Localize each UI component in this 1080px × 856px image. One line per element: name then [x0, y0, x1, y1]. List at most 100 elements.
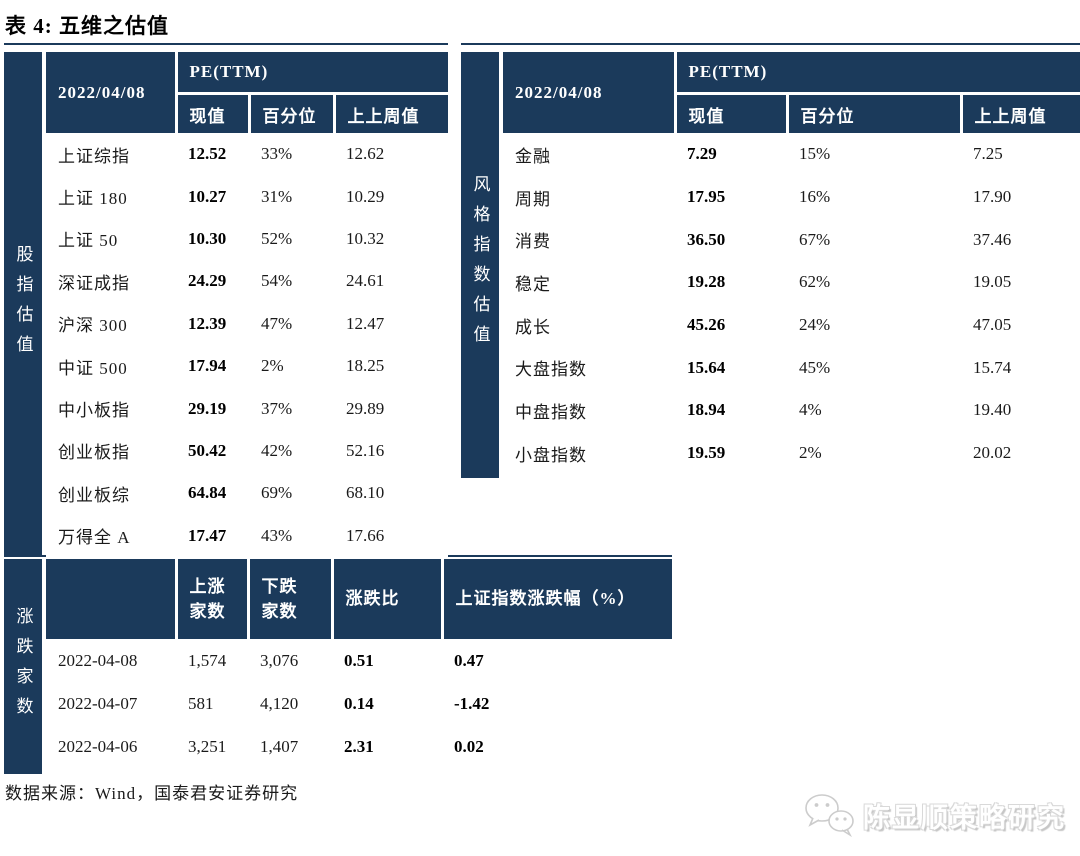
index-name-cell: 沪深 300: [46, 302, 176, 345]
index-name-cell: 万得全 A: [46, 514, 176, 557]
index-name-cell: 深证成指: [46, 260, 176, 303]
blank-header-cell: [46, 559, 178, 639]
watermark-text: 陈显顺策略研究: [863, 802, 1066, 833]
table-row: 创业板综 64.84 69% 68.10: [46, 472, 449, 515]
style-name-cell: 成长: [503, 303, 675, 347]
prev-week-cell: 18.25: [334, 344, 449, 388]
sidebar-style-valuation: 风格指数估值: [461, 52, 499, 478]
table-row: 中证 500 17.94 2% 18.25: [46, 344, 449, 388]
prev-week-cell: 68.10: [334, 472, 449, 515]
figure-title: 表 4: 五维之估值: [5, 14, 169, 38]
index-name-cell: 中证 500: [46, 344, 176, 388]
pe-current-cell: 50.42: [176, 429, 249, 473]
pe-current-cell: 17.47: [176, 514, 249, 557]
pe-current-cell: 19.28: [675, 261, 787, 304]
percentile-cell: 43%: [249, 514, 334, 557]
pe-current-cell: 7.29: [675, 133, 787, 176]
index-name-cell: 上证综指: [46, 133, 176, 176]
prev-week-cell: 12.47: [334, 302, 449, 345]
prev-week-cell: 10.29: [334, 175, 449, 218]
pe-current-cell: 12.39: [176, 302, 249, 345]
column-header-sse-change: 上证指数涨跌幅（%）: [442, 559, 672, 639]
prev-week-cell: 24.61: [334, 260, 449, 303]
table-row: 中盘指数 18.94 4% 19.40: [503, 389, 1080, 432]
prev-week-cell: 20.02: [961, 431, 1080, 475]
pe-current-cell: 12.52: [176, 133, 249, 176]
index-name-cell: 上证 50: [46, 217, 176, 261]
table-row: 2022-04-08 1,574 3,076 0.51 0.47: [46, 639, 672, 683]
column-header-prev-week: 上上周值: [334, 93, 449, 133]
sse-change-cell: -1.42: [442, 682, 672, 726]
column-header-percentile: 百分位: [787, 93, 963, 133]
index-name-cell: 创业板综: [46, 472, 176, 515]
style-name-cell: 金融: [503, 133, 675, 176]
top-rule-style-table: [461, 43, 1080, 45]
percentile-cell: 2%: [787, 431, 961, 475]
percentile-cell: 52%: [249, 217, 334, 261]
index-valuation-table: 2022/04/08 PE(TTM) 现值 百分位 上上周值 上证综指 12.5…: [46, 52, 449, 557]
metric-group-header: PE(TTM): [675, 52, 1080, 95]
table-row: 上证 180 10.27 31% 10.29: [46, 175, 449, 218]
pe-current-cell: 18.94: [675, 389, 787, 432]
style-valuation-table: 2022/04/08 PE(TTM) 现值 百分位 上上周值 金融 7.29 1…: [503, 52, 1080, 475]
table-row: 万得全 A 17.47 43% 17.66: [46, 514, 449, 557]
column-header-current: 现值: [675, 93, 789, 133]
pe-current-cell: 19.59: [675, 431, 787, 475]
prev-week-cell: 52.16: [334, 429, 449, 473]
advancers-cell: 581: [176, 682, 248, 726]
watermark: 陈显顺策略研究: [803, 785, 1073, 845]
date-cell: 2022-04-08: [46, 639, 176, 683]
column-header-current: 现值: [176, 93, 251, 133]
percentile-cell: 69%: [249, 472, 334, 515]
metric-group-header: PE(TTM): [176, 52, 449, 95]
prev-week-cell: 17.66: [334, 514, 449, 557]
index-name-cell: 上证 180: [46, 175, 176, 218]
column-header-prev-week: 上上周值: [961, 93, 1080, 133]
prev-week-cell: 19.40: [961, 389, 1080, 432]
percentile-cell: 4%: [787, 389, 961, 432]
percentile-cell: 15%: [787, 133, 961, 176]
column-header-percentile: 百分位: [249, 93, 336, 133]
prev-week-cell: 15.74: [961, 346, 1080, 390]
prev-week-cell: 10.32: [334, 217, 449, 261]
table-row: 中小板指 29.19 37% 29.89: [46, 387, 449, 430]
decliners-cell: 3,076: [248, 639, 332, 683]
sidebar-label: 股指估值: [13, 244, 33, 365]
column-header-ad-ratio: 涨跌比: [332, 559, 444, 639]
pe-current-cell: 64.84: [176, 472, 249, 515]
pe-current-cell: 17.95: [675, 175, 787, 219]
style-name-cell: 稳定: [503, 261, 675, 304]
table-row: 沪深 300 12.39 47% 12.47: [46, 302, 449, 345]
breadth-table: 上涨 家数 下跌 家数 涨跌比 上证指数涨跌幅（%） 2022-04-08 1,…: [46, 559, 672, 769]
prev-week-cell: 17.90: [961, 175, 1080, 219]
pe-current-cell: 10.30: [176, 217, 249, 261]
table-row: 上证综指 12.52 33% 12.62: [46, 133, 449, 176]
table-row: 周期 17.95 16% 17.90: [503, 175, 1080, 219]
pe-current-cell: 36.50: [675, 218, 787, 262]
column-header-advancers: 上涨 家数: [176, 559, 250, 639]
pe-current-cell: 45.26: [675, 303, 787, 347]
sidebar-breadth: 涨跌家数: [4, 559, 42, 774]
pe-current-cell: 29.19: [176, 387, 249, 430]
sidebar-label: 涨跌家数: [13, 606, 33, 727]
table-row: 成长 45.26 24% 47.05: [503, 303, 1080, 347]
date-header: 2022/04/08: [503, 52, 677, 133]
date-cell: 2022-04-06: [46, 725, 176, 769]
decliners-cell: 4,120: [248, 682, 332, 726]
table-row: 大盘指数 15.64 45% 15.74: [503, 346, 1080, 390]
decliners-cell: 1,407: [248, 725, 332, 769]
table-row: 金融 7.29 15% 7.25: [503, 133, 1080, 176]
wechat-icon: [805, 794, 854, 838]
percentile-cell: 37%: [249, 387, 334, 430]
style-name-cell: 大盘指数: [503, 346, 675, 390]
ad-ratio-cell: 2.31: [332, 725, 442, 769]
table-row: 消费 36.50 67% 37.46: [503, 218, 1080, 262]
table-row: 小盘指数 19.59 2% 20.02: [503, 431, 1080, 475]
date-cell: 2022-04-07: [46, 682, 176, 726]
pe-current-cell: 17.94: [176, 344, 249, 388]
prev-week-cell: 7.25: [961, 133, 1080, 176]
index-name-cell: 中小板指: [46, 387, 176, 430]
prev-week-cell: 19.05: [961, 261, 1080, 304]
prev-week-cell: 37.46: [961, 218, 1080, 262]
